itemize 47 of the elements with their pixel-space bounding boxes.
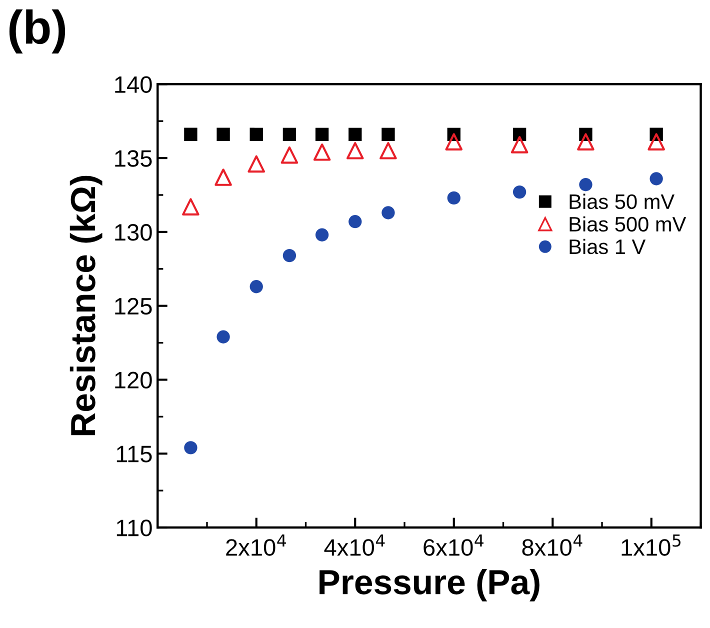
point [650, 172, 663, 186]
y-tick-label: 140 [115, 76, 152, 93]
y-tick-label: 130 [115, 224, 152, 241]
point [313, 143, 331, 161]
y-tick-label: 135 [115, 150, 152, 167]
x-tick-label: 8x10$^{4}$ [522, 534, 582, 556]
point [648, 133, 665, 150]
point [216, 330, 230, 344]
legend-label: Bias 50 mV [570, 194, 675, 210]
x-axis-title: Pressure (Pa) [320, 568, 540, 602]
point [248, 155, 266, 173]
point [577, 133, 594, 150]
point [250, 128, 263, 141]
point [280, 146, 298, 164]
point [315, 128, 329, 141]
legend-label: Bias 1 V [570, 238, 646, 254]
point [447, 191, 460, 205]
point [250, 280, 263, 294]
point [445, 133, 463, 150]
x-tick-label: 2x10$^{4}$ [226, 534, 286, 556]
point [282, 128, 296, 141]
y-tick-label: 110 [116, 520, 152, 536]
y-axis-title: Resistance (kΩ) [70, 176, 102, 436]
point [214, 168, 232, 186]
point [216, 128, 230, 141]
point [579, 178, 592, 192]
y-tick-label: 120 [115, 372, 152, 389]
text: (b) [9, 9, 66, 54]
point [380, 142, 397, 160]
point [382, 128, 395, 141]
point [282, 249, 296, 262]
point [182, 198, 200, 216]
point [184, 441, 198, 454]
x-tick-label: 4x10$^{4}$ [324, 534, 385, 556]
y-tick-label: 115 [116, 446, 152, 462]
y-tick-label: 125 [115, 298, 152, 315]
point [510, 136, 528, 154]
x-tick-label: 1x10$^{5}$ [622, 534, 680, 556]
point [184, 128, 198, 141]
point [348, 215, 362, 228]
point [315, 228, 329, 242]
point [512, 185, 526, 199]
point [346, 142, 364, 160]
point [382, 206, 395, 220]
legend-label: Bias 500 mV [570, 216, 686, 232]
x-tick-label: 6x10$^{4}$ [424, 534, 484, 556]
point [348, 128, 362, 141]
